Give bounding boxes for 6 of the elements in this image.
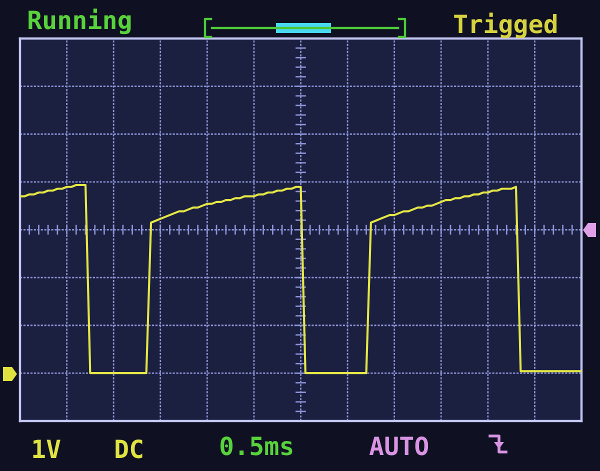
- text: 0.5ms: [220, 436, 292, 456]
- text: AUTO: [369, 436, 428, 456]
- text: DC: [116, 439, 142, 458]
- text: Running: [28, 8, 131, 34]
- text: Trigged: [454, 12, 557, 38]
- text: 1V: [33, 440, 60, 458]
